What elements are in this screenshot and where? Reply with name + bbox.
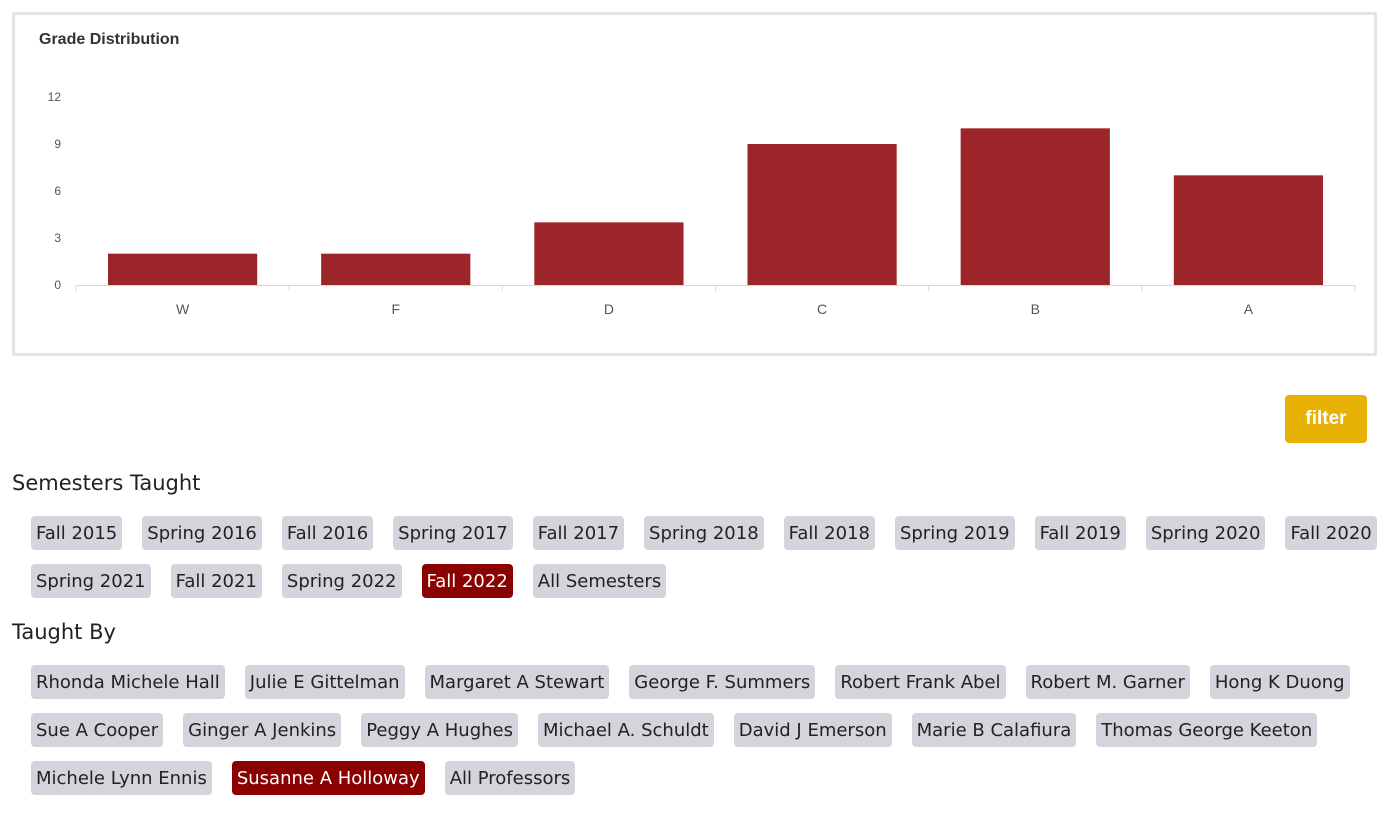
bar-C: [747, 144, 897, 285]
semester-tag[interactable]: Spring 2019: [894, 516, 1015, 550]
professor-row: Sue A Cooper Ginger A Jenkins Peggy A Hugh…: [31, 713, 1331, 761]
professor-tag[interactable]: Hong K Duong: [1209, 665, 1350, 699]
bar-B: [960, 128, 1110, 285]
semester-tag[interactable]: Spring 2020: [1145, 516, 1266, 550]
professor-tag[interactable]: Michele Lynn Ennis: [31, 761, 212, 795]
y-tick-label: 6: [54, 184, 61, 198]
semester-tag[interactable]: Spring 2021: [31, 564, 151, 598]
semester-tag[interactable]: Fall 2019: [1034, 516, 1126, 550]
y-tick-label: 9: [54, 137, 61, 151]
grade-distribution-panel: Grade Distribution 0 3 6 9 12 W F D C B A: [12, 12, 1377, 356]
professor-tag[interactable]: Marie B Calafiura: [911, 713, 1077, 747]
semester-row: Spring 2021 Fall 2021 Spring 2022 Fall 2022…: [31, 564, 1331, 612]
professor-row: Michele Lynn Ennis Susanne A Holloway All …: [31, 761, 1331, 809]
semester-row: Fall 2015 Spring 2016 Fall 2016 Spring 2017…: [31, 516, 1377, 564]
semester-tag[interactable]: Spring 2017: [393, 516, 513, 550]
professor-tag[interactable]: Ginger A Jenkins: [183, 713, 342, 747]
semester-tag[interactable]: Fall 2018: [783, 516, 875, 550]
semester-tag[interactable]: Fall 2020: [1285, 516, 1377, 550]
chart-title: Grade Distribution: [39, 31, 180, 48]
bar-D: [534, 222, 684, 285]
grade-distribution-chart: 0 3 6 9 12 W F D C B A: [48, 90, 1356, 317]
filter-button[interactable]: filter: [1285, 395, 1367, 443]
professor-tag[interactable]: All Professors: [444, 761, 576, 795]
professor-tag[interactable]: George F. Summers: [629, 665, 816, 699]
x-tick-label: C: [817, 301, 827, 317]
semester-tag[interactable]: Fall 2015: [31, 516, 123, 550]
semester-tag[interactable]: Spring 2018: [644, 516, 764, 550]
semester-tag[interactable]: Spring 2016: [142, 516, 262, 550]
professor-tag[interactable]: David J Emerson: [733, 713, 892, 747]
semester-tag[interactable]: Fall 2017: [532, 516, 625, 550]
professor-tag[interactable]: Rhonda Michele Hall: [31, 665, 225, 699]
semester-tags: Fall 2015 Spring 2016 Fall 2016 Spring 2017…: [31, 516, 1377, 612]
professors-heading: Taught By: [12, 620, 116, 644]
bar-W: [107, 253, 258, 285]
y-tick-label: 12: [48, 90, 62, 104]
x-tick-label: A: [1244, 301, 1254, 317]
professor-tag[interactable]: Sue A Cooper: [31, 713, 164, 747]
professor-tag[interactable]: Robert Frank Abel: [835, 665, 1006, 699]
semesters-heading: Semesters Taught: [12, 471, 201, 495]
professor-tag[interactable]: Margaret A Stewart: [424, 665, 610, 699]
semester-tag[interactable]: Fall 2016: [281, 516, 374, 550]
y-tick-label: 3: [54, 231, 61, 245]
x-tick-label: F: [391, 301, 400, 317]
semester-tag[interactable]: All Semesters: [532, 564, 667, 598]
x-tick-label: D: [604, 301, 614, 317]
professor-tag[interactable]: Thomas George Keeton: [1096, 713, 1318, 747]
semester-tag[interactable]: Fall 2022: [421, 564, 513, 598]
professor-tag[interactable]: Susanne A Holloway: [231, 761, 425, 795]
professor-tag[interactable]: Julie E Gittelman: [244, 665, 405, 699]
semester-tag[interactable]: Fall 2021: [170, 564, 262, 598]
x-tick-label: B: [1031, 301, 1040, 317]
professor-row: Rhonda Michele Hall Julie E Gittelman Marg…: [31, 665, 1350, 713]
bar-A: [1173, 175, 1324, 285]
y-tick-label: 0: [54, 278, 61, 292]
professor-tags: Rhonda Michele Hall Julie E Gittelman Marg…: [31, 665, 1350, 809]
professor-tag[interactable]: Peggy A Hughes: [361, 713, 518, 747]
professor-tag[interactable]: Robert M. Garner: [1025, 665, 1190, 699]
x-tick-label: W: [176, 301, 190, 317]
bar-F: [321, 253, 471, 285]
professor-tag[interactable]: Michael A. Schuldt: [537, 713, 714, 747]
semester-tag[interactable]: Spring 2022: [281, 564, 402, 598]
